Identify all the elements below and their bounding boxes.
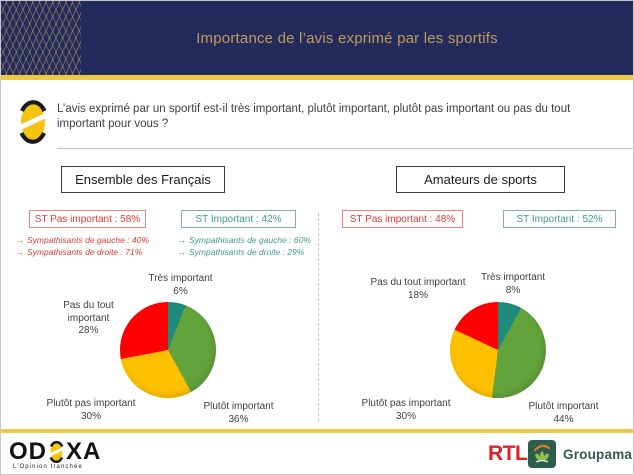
rtl-logo: RTL [488,442,528,465]
question-divider-line [57,148,633,149]
odoxa-o-icon [15,100,51,144]
groupama-wordmark: Groupama [563,446,633,462]
st-important-badge-right: ST Important : 52% [503,210,616,228]
header: Importance de l’avis exprimé par les spo… [1,1,633,75]
pie-chart-ensemble [120,302,216,398]
groupama-icon [528,440,556,468]
list-item: → Sympathisants de droite : 29% [177,247,305,257]
odoxa-o-icon [48,441,65,463]
pie-label-tres-important: Très important 6% [148,273,213,297]
negative-breakdown-list: → Sympathisants de gauche : 40% → Sympathi… [15,234,149,258]
list-item: → Sympathisants de gauche : 60% [177,235,311,245]
pie-label-pas-du-tout: Pas du tout important 18% [370,277,466,301]
arrow-right-icon: → [15,247,24,257]
pie-label-tres-important: Très important 8% [480,272,546,296]
question-text: L’avis exprimé par un sportif est-il trè… [57,103,571,130]
pie-label-pas-du-tout: Pas du tout important 28% [63,300,114,336]
st-important-badge-left: ST Important : 42% [181,210,296,228]
gold-divider-top [1,75,633,80]
section-title-ensemble: Ensemble des Français [61,166,225,193]
pie-label-plutot-pas-important: Plutôt pas important 30% [361,398,451,422]
pie-label-plutot-important: Plutôt important 36% [203,401,274,425]
st-pas-important-badge-left: ST Pas important : 58% [29,210,146,228]
page-title: Importance de l’avis exprimé par les spo… [196,29,498,47]
positive-breakdown-list: → Sympathisants de gauche : 60% → Sympathi… [177,234,311,258]
chevron-pattern-decoration [1,1,81,75]
odoxa-tagline: L’Opinion tranchée [13,464,83,470]
odoxa-logo: OD XA [9,438,102,465]
arrow-right-icon: → [15,235,24,245]
arrow-right-icon: → [177,235,186,245]
section-title-amateurs: Amateurs de sports [396,166,565,193]
groupama-logo: Groupama [528,440,632,468]
list-item: → Sympathisants de gauche : 40% [15,235,149,245]
pie-chart-amateurs [450,302,546,398]
gold-divider-bottom [1,429,633,433]
pie-label-plutot-important: Plutôt important 44% [528,401,599,425]
list-item: → Sympathisants de droite : 71% [15,247,143,257]
arrow-right-icon: → [177,247,186,257]
pie-label-plutot-pas-important: Plutôt pas important 30% [46,398,136,422]
st-pas-important-badge-right: ST Pas important : 48% [342,210,463,228]
panel-divider-dashed [318,213,319,421]
